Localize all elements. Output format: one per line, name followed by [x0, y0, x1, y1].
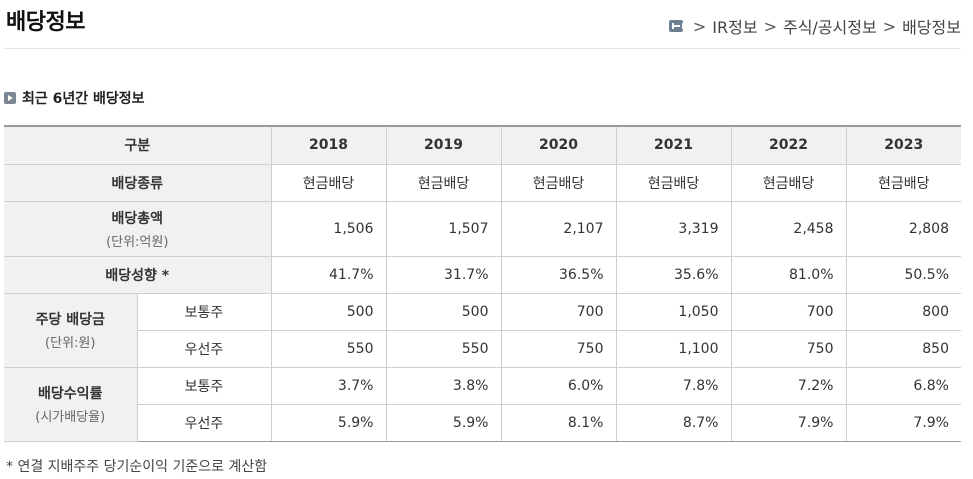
table-cell: 7.2% [730, 366, 847, 405]
year-header: 2021 [615, 125, 732, 165]
table-cell: 현금배당 [730, 163, 847, 202]
table-cell: 800 [845, 292, 961, 331]
table-row-yield-preferred: 우선주 5.9% 5.9% 8.1% 8.7% 7.9% 7.9% [4, 403, 961, 442]
table-cell: 6.8% [845, 366, 961, 405]
breadcrumb-ir[interactable]: IR정보 [712, 18, 758, 37]
table-cell: 1,100 [615, 329, 732, 368]
table-cell: 8.1% [500, 403, 617, 442]
table-cell: 550 [385, 329, 502, 368]
year-header: 2020 [500, 125, 617, 165]
row-label-text: 배당총액 [111, 210, 164, 227]
row-label-yield: 배당수익률 (시가배당율) [4, 366, 138, 442]
breadcrumb-separator: > [692, 16, 707, 36]
table-row-yield-common: 배당수익률 (시가배당율) 보통주 3.7% 3.8% 6.0% 7.8% 7.… [4, 366, 961, 442]
table-cell: 2,107 [500, 200, 617, 257]
table-header-row: 구분 2018 2019 2020 2021 2022 2023 [4, 125, 961, 165]
table-cell: 750 [730, 329, 847, 368]
table-cell: 700 [730, 292, 847, 331]
table-cell: 750 [500, 329, 617, 368]
breadcrumb-dividend[interactable]: 배당정보 [902, 18, 961, 37]
breadcrumb-separator: > [882, 16, 897, 36]
table-row-dividend-type: 배당종류 현금배당 현금배당 현금배당 현금배당 현금배당 현금배당 [4, 163, 961, 202]
sub-label-preferred: 우선주 [137, 329, 272, 368]
table-cell: 3.7% [270, 366, 387, 405]
sub-label-common: 보통주 [136, 292, 272, 331]
breadcrumb: > IR정보 > 주식/공시정보 > 배당정보 [668, 14, 961, 38]
table-cell: 현금배당 [270, 163, 387, 202]
table-cell: 550 [270, 329, 387, 368]
table-cell: 850 [845, 329, 961, 368]
table-cell: 2,808 [845, 200, 961, 257]
title-divider [4, 48, 961, 49]
breadcrumb-separator: > [763, 16, 777, 36]
table-cell: 3.8% [385, 366, 502, 405]
unit-label: (단위:원) [45, 336, 96, 351]
table-cell: 현금배당 [500, 163, 617, 202]
home-icon[interactable] [668, 20, 684, 32]
unit-label: (단위:억원) [106, 234, 169, 250]
table-cell: 35.6% [615, 255, 732, 294]
section-heading: 최근 6년간 배당정보 [4, 88, 145, 108]
table-cell: 500 [270, 292, 387, 331]
row-label-text: 배당수익률 [38, 386, 103, 402]
table-cell: 현금배당 [615, 163, 732, 202]
year-header: 2019 [385, 125, 502, 165]
table-cell: 7.8% [615, 366, 732, 405]
table-cell: 1,506 [270, 200, 387, 257]
table-row-dps-preferred: 우선주 550 550 750 1,100 750 850 [4, 329, 961, 368]
table-cell: 7.9% [845, 403, 961, 442]
table-cell: 2,458 [730, 200, 847, 257]
year-header: 2023 [845, 125, 961, 165]
table-row-payout-ratio: 배당성향 * 41.7% 31.7% 36.5% 35.6% 81.0% 50.… [4, 255, 961, 294]
row-label-text: 주당 배당금 [35, 312, 105, 328]
table-cell: 700 [500, 292, 617, 331]
table-cell: 31.7% [385, 255, 502, 294]
footnote: * 연결 지배주주 당기순이익 기준으로 계산함 [6, 459, 268, 475]
table-cell: 현금배당 [845, 163, 961, 202]
year-header: 2022 [730, 125, 847, 165]
table-cell: 41.7% [270, 255, 387, 294]
play-icon [4, 92, 16, 104]
table-cell: 현금배당 [385, 163, 502, 202]
table-cell: 7.9% [730, 403, 847, 442]
sub-label-preferred: 우선주 [137, 403, 272, 442]
unit-label: (시가배당율) [35, 410, 106, 425]
header-category: 구분 [4, 125, 272, 165]
table-cell: 500 [385, 292, 502, 331]
table-cell: 6.0% [500, 366, 617, 405]
table-cell: 1,507 [385, 200, 502, 257]
table-row-total-dividend: 배당총액 (단위:억원) 1,506 1,507 2,107 3,319 2,4… [4, 200, 961, 257]
row-label-payout-ratio: 배당성향 * [4, 255, 272, 294]
table-cell: 5.9% [385, 403, 502, 442]
table-cell: 81.0% [730, 255, 847, 294]
row-label-dps: 주당 배당금 (단위:원) [4, 292, 138, 368]
table-cell: 3,319 [615, 200, 732, 257]
dividend-table: 구분 2018 2019 2020 2021 2022 2023 배당종류 현금… [4, 125, 961, 442]
table-cell: 1,050 [615, 292, 732, 331]
table-cell: 50.5% [845, 255, 961, 294]
table-cell: 5.9% [270, 403, 387, 442]
section-heading-text: 최근 6년간 배당정보 [22, 91, 145, 107]
breadcrumb-stock-disclosure[interactable]: 주식/공시정보 [782, 18, 877, 37]
row-label-total-dividend: 배당총액 (단위:억원) [4, 200, 272, 257]
page-title: 배당정보 [6, 10, 85, 35]
sub-label-common: 보통주 [136, 366, 272, 405]
year-header: 2018 [270, 125, 387, 165]
table-row-dps-common: 주당 배당금 (단위:원) 보통주 500 500 700 1,050 700 … [4, 292, 961, 368]
table-cell: 36.5% [500, 255, 617, 294]
row-label-dividend-type: 배당종류 [4, 163, 272, 202]
table-cell: 8.7% [615, 403, 732, 442]
